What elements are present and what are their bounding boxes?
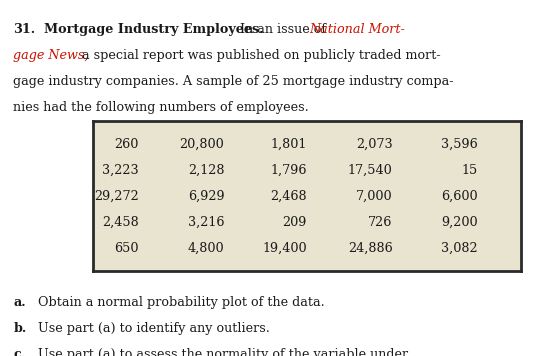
Text: National Mort-: National Mort-: [310, 23, 405, 36]
Text: a special report was published on publicly traded mort-: a special report was published on public…: [78, 49, 441, 62]
Text: 4,800: 4,800: [187, 242, 224, 255]
Text: 29,272: 29,272: [94, 190, 139, 203]
Text: 726: 726: [368, 216, 392, 229]
Text: nies had the following numbers of employees.: nies had the following numbers of employ…: [13, 101, 309, 114]
Text: 1,796: 1,796: [271, 164, 307, 177]
Text: 3,596: 3,596: [441, 138, 478, 151]
Text: 24,886: 24,886: [348, 242, 392, 255]
Text: 3,216: 3,216: [188, 216, 224, 229]
Text: 650: 650: [114, 242, 139, 255]
Text: gage News,: gage News,: [13, 49, 89, 62]
Text: Use part (a) to assess the normality of the variable under: Use part (a) to assess the normality of …: [34, 348, 408, 356]
Text: 2,458: 2,458: [102, 216, 139, 229]
Text: 1,801: 1,801: [271, 138, 307, 151]
Text: gage industry companies. A sample of 25 mortgage industry compa-: gage industry companies. A sample of 25 …: [13, 75, 454, 88]
Text: c.: c.: [13, 348, 26, 356]
Text: 6,929: 6,929: [187, 190, 224, 203]
Text: 7,000: 7,000: [356, 190, 392, 203]
Text: 2,128: 2,128: [188, 164, 224, 177]
Text: b.: b.: [13, 322, 27, 335]
Text: 31.: 31.: [13, 23, 35, 36]
Text: 19,400: 19,400: [262, 242, 307, 255]
Text: 17,540: 17,540: [348, 164, 392, 177]
Text: 2,073: 2,073: [356, 138, 392, 151]
Text: 15: 15: [462, 164, 478, 177]
Text: In an issue of: In an issue of: [232, 23, 331, 36]
Text: Use part (a) to identify any outliers.: Use part (a) to identify any outliers.: [34, 322, 270, 335]
Text: 209: 209: [282, 216, 307, 229]
Text: Mortgage Industry Employees.: Mortgage Industry Employees.: [35, 23, 263, 36]
Text: 20,800: 20,800: [179, 138, 224, 151]
Text: 6,600: 6,600: [441, 190, 478, 203]
Text: 2,468: 2,468: [270, 190, 307, 203]
Text: 3,223: 3,223: [102, 164, 139, 177]
Text: 9,200: 9,200: [441, 216, 478, 229]
Text: 3,082: 3,082: [441, 242, 478, 255]
Text: Obtain a normal probability plot of the data.: Obtain a normal probability plot of the …: [34, 296, 324, 309]
Text: a.: a.: [13, 296, 26, 309]
Text: 260: 260: [114, 138, 139, 151]
